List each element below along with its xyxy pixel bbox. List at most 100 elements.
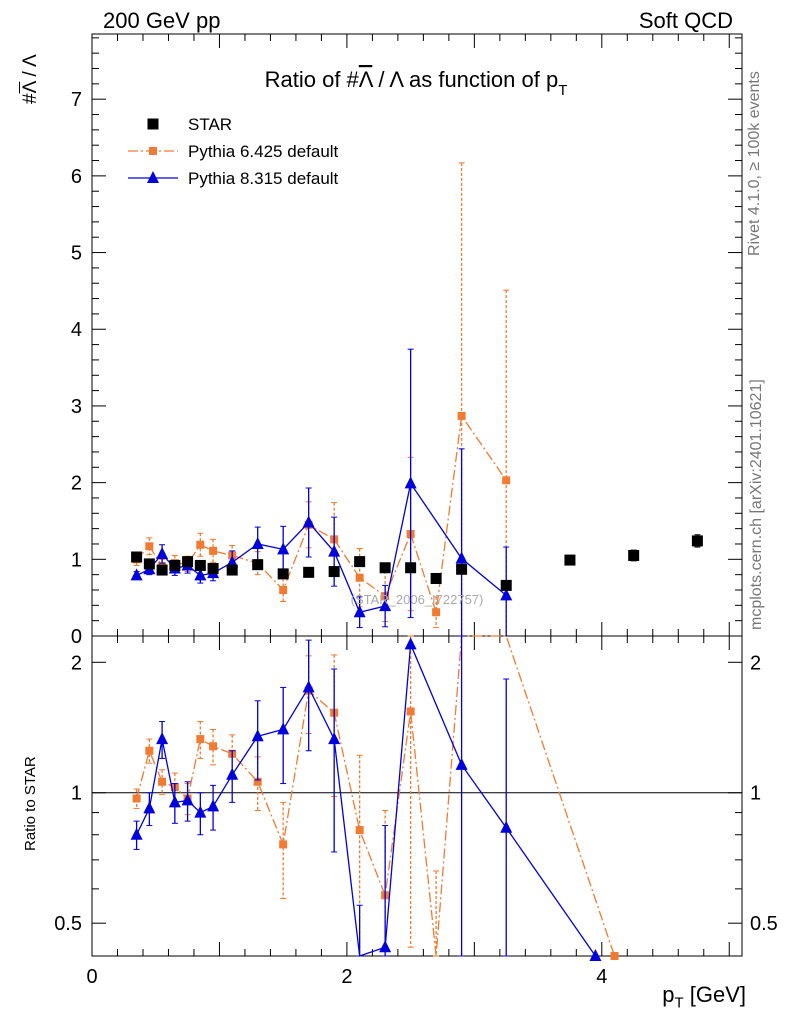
data-point [182, 556, 194, 568]
data-point [143, 801, 156, 814]
data-point [209, 546, 218, 555]
main-panel: 0 1 2 3 4 5 6 7 STAR Pythia 6.425 default Pythia … [71, 33, 743, 648]
legend-label-pythia6: Pythia 6.425 default [188, 142, 339, 161]
data-point [404, 476, 417, 489]
data-point [194, 568, 207, 581]
series-star [131, 534, 703, 591]
data-point [328, 732, 341, 745]
legend-label-star: STAR [188, 115, 232, 134]
header-left: 200 GeV pp [103, 8, 221, 33]
data-point [355, 826, 364, 835]
watermark: (STAR_2006_I722757) [351, 592, 484, 607]
main-y-axis-label: #Λ / Λ [20, 54, 42, 104]
ratio-y-tick-label: 0.5 [54, 913, 82, 935]
data-point [194, 805, 207, 818]
data-point [253, 777, 262, 786]
data-point [328, 566, 340, 578]
data-point [158, 777, 167, 786]
data-point [628, 549, 640, 561]
ratio-panel: 0 2 4 0.5 0.5 1 1 2 2 [54, 635, 778, 988]
data-point [354, 556, 366, 568]
data-point [145, 746, 154, 755]
data-point [131, 551, 143, 563]
series-line-pythia6 [135, 635, 616, 957]
x-axis-label: pT [GeV] [662, 982, 746, 1011]
data-point [691, 535, 703, 547]
data-point [169, 559, 181, 571]
x-label-post: [GeV] [683, 982, 746, 1007]
legend-label-pythia8: Pythia 8.315 default [188, 169, 339, 188]
legend: STAR Pythia 6.425 default Pythia 8.315 def… [128, 115, 339, 188]
y-label-lambda-bar: Λ [20, 81, 41, 94]
data-point [156, 546, 169, 559]
y-tick-label: 1 [71, 549, 82, 571]
mcplots-label: mcplots.cern.ch [arXiv:2401.10621] [748, 379, 765, 630]
data-point [279, 585, 288, 594]
data-point [277, 568, 289, 580]
data-point [303, 566, 315, 578]
data-point [302, 515, 315, 528]
legend-marker-star [147, 118, 159, 130]
plot-title-mid: / Λ as function of p [372, 67, 558, 92]
data-point [564, 554, 576, 566]
plot-title-pre: Ratio of # [265, 67, 360, 92]
data-point [379, 940, 392, 953]
data-point [355, 573, 364, 582]
data-point [168, 795, 181, 808]
ratio-ticks: 0 2 4 0.5 0.5 1 1 2 2 [54, 636, 778, 988]
data-point [226, 555, 239, 568]
data-point [610, 952, 619, 960]
y-tick-label: 4 [71, 319, 82, 341]
y-tick-label: 5 [71, 243, 82, 265]
ratio-y-tick-label-right: 2 [750, 652, 761, 674]
data-point [457, 411, 466, 420]
data-point [156, 732, 169, 745]
data-point [455, 757, 468, 770]
y-tick-label: 3 [71, 396, 82, 418]
ratio-plot-frame [91, 635, 743, 957]
plot-title-lambda-bar: Λ [359, 67, 374, 92]
data-point [404, 637, 417, 650]
main-series [130, 162, 703, 637]
data-point [432, 608, 441, 617]
data-point [132, 794, 141, 803]
data-point [196, 735, 205, 744]
data-point [328, 544, 341, 557]
main-y-ticks: 0 1 2 3 4 5 6 7 [71, 34, 742, 648]
data-point [207, 563, 219, 575]
data-point [500, 579, 512, 591]
rivet-version-label: Rivet 4.1.0, ≥ 100k events [746, 71, 763, 256]
data-point [209, 742, 218, 751]
data-point [226, 564, 238, 576]
data-point [156, 564, 168, 576]
data-point [226, 767, 239, 780]
y-tick-label: 0 [71, 626, 82, 648]
data-point [145, 542, 154, 551]
data-point [277, 722, 290, 735]
data-point [207, 799, 220, 812]
data-point [251, 729, 264, 742]
series-pythia8 [130, 348, 513, 637]
data-point [589, 949, 602, 961]
series-pythia6 [132, 635, 619, 960]
data-point [455, 551, 468, 564]
data-point [130, 827, 143, 840]
data-point [279, 840, 288, 849]
data-point [405, 562, 417, 574]
ratio-y-axis-label: Ratio to STAR [22, 756, 39, 851]
x-tick-label: 0 [86, 966, 97, 988]
x-label-sub: T [674, 994, 684, 1012]
legend-marker-pythia8 [147, 171, 159, 183]
header-right: Soft QCD [638, 8, 733, 33]
y-tick-label: 2 [71, 473, 82, 495]
data-point [143, 558, 155, 570]
data-point [430, 572, 442, 584]
data-point [302, 680, 315, 693]
data-point [456, 563, 468, 575]
data-point [379, 599, 392, 612]
ratio-y-tick-label-right: 1 [750, 783, 761, 805]
data-point [194, 559, 206, 571]
data-point [251, 536, 264, 549]
data-point [196, 540, 205, 549]
